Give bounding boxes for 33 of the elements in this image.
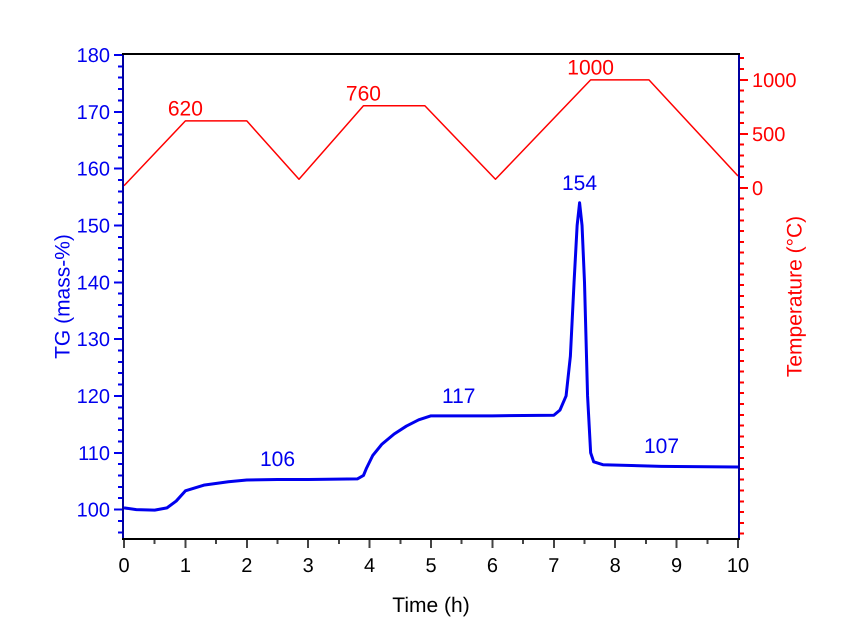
y-tick-label: 120 (76, 386, 110, 408)
y2-tick-label: 500 (752, 124, 786, 146)
x-tick-label: 5 (425, 555, 437, 577)
x-tick-label: 0 (118, 555, 130, 577)
y-tick-label: 160 (76, 158, 110, 181)
y2-tick-label: 1000 (752, 70, 796, 92)
x-tick-label: 3 (302, 555, 314, 577)
data-label: 760 (346, 82, 381, 106)
y-tick-label: 100 (76, 500, 110, 522)
annotation: 106 (260, 448, 296, 471)
x-tick-label: 4 (364, 555, 376, 577)
y-tick-label: 150 (76, 215, 110, 238)
x-tick-label: 2 (241, 555, 252, 577)
annotation: 107 (644, 435, 680, 458)
y-axis-title: TG (mass-%) (52, 234, 75, 359)
y2-axis-title: Temperature (°C) (784, 216, 806, 378)
data-label: 620 (168, 98, 203, 121)
y-tick-label: 140 (76, 272, 110, 294)
y-tick-label: 170 (76, 102, 110, 124)
x-tick-label: 8 (610, 555, 621, 577)
annotation: 154 (562, 172, 598, 195)
data-label: 1000 (567, 56, 614, 80)
x-axis-title: Time (h) (392, 594, 470, 617)
y-tick-label: 110 (78, 442, 110, 465)
y2-tick-label: 0 (752, 178, 764, 200)
y-tick-label: 180 (76, 45, 110, 67)
x-tick-label: 6 (486, 555, 498, 577)
annotation: 117 (442, 385, 476, 408)
x-tick-label: 7 (548, 555, 560, 577)
x-tick-label: 9 (671, 555, 682, 577)
x-tick-label: 10 (726, 555, 750, 577)
y-tick-label: 130 (76, 329, 110, 352)
x-tick-label: 1 (180, 555, 191, 577)
